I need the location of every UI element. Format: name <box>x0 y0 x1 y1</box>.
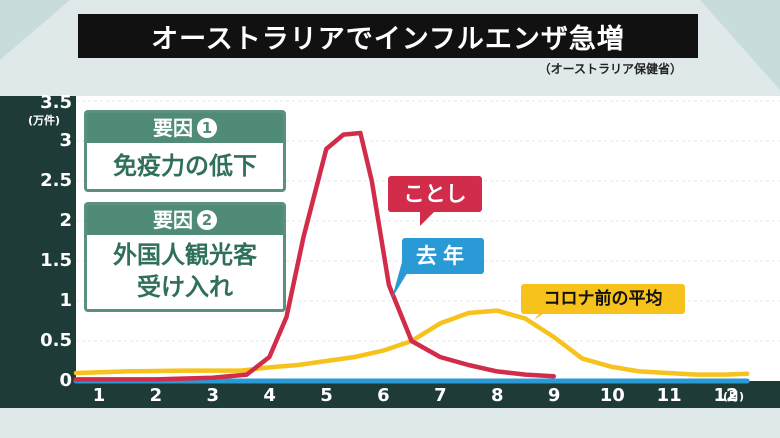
series-line-0 <box>73 130 557 382</box>
x-tick-label: 6 <box>377 385 390 406</box>
factor-1-heading-text: 要因 <box>153 116 193 140</box>
y-tick-label: 1.5 <box>40 250 72 271</box>
y-tick-label: 2 <box>59 210 72 231</box>
factor-2-body: 外国人観光客 受け入れ <box>87 235 283 309</box>
legend-last-year: 去年 <box>402 238 484 274</box>
x-tick-label: 4 <box>263 385 276 406</box>
y-tick-label: 2.5 <box>40 170 72 191</box>
y-tick-label: 0 <box>59 370 72 391</box>
x-tick-label: 11 <box>656 385 682 406</box>
factor-2-number: 2 <box>197 210 217 230</box>
page-title: オーストラリアでインフルエンザ急増 <box>78 14 698 58</box>
this-year-callout-pointer <box>420 210 436 226</box>
x-tick-label: 1 <box>92 385 106 406</box>
source-label: （オーストラリア保健省） <box>538 62 682 76</box>
factor-1-body: 免疫力の低下 <box>113 152 257 180</box>
factor-1-number: 1 <box>197 118 217 138</box>
y-tick-label: 3 <box>59 130 72 151</box>
factor-2-line-1: 外国人観光客 <box>113 241 257 269</box>
series-lines <box>73 130 750 384</box>
x-tick-label: 10 <box>599 385 625 406</box>
y-tick-label: 0.5 <box>40 330 72 351</box>
factor-box-2: 要因 2 外国人観光客 受け入れ <box>84 202 286 312</box>
factor-1-heading: 要因 1 <box>87 113 283 143</box>
y-axis-unit: (万件) <box>28 114 61 127</box>
factor-2-line-2: 受け入れ <box>137 273 233 301</box>
x-tick-label: 3 <box>206 385 220 406</box>
x-axis-unit: (月) <box>723 390 745 403</box>
x-tick-label: 2 <box>149 385 163 406</box>
factor-box-1: 要因 1 免疫力の低下 <box>84 110 286 192</box>
legend-this-year: ことし <box>388 176 482 212</box>
x-tick-label: 5 <box>320 385 333 406</box>
x-tick-label: 8 <box>490 385 504 406</box>
x-axis-panel <box>0 381 780 408</box>
factor-2-heading: 要因 2 <box>87 205 283 235</box>
y-tick-label: 1 <box>59 290 72 311</box>
legend-pre-covid: コロナ前の平均 <box>521 284 685 314</box>
x-tick-label: 9 <box>547 385 561 406</box>
x-tick-label: 12 <box>713 385 739 406</box>
x-tick-label: 7 <box>434 385 447 406</box>
factor-2-heading-text: 要因 <box>153 208 193 232</box>
y-tick-label: 3.5 <box>40 92 72 113</box>
y-axis-panel <box>0 96 76 408</box>
